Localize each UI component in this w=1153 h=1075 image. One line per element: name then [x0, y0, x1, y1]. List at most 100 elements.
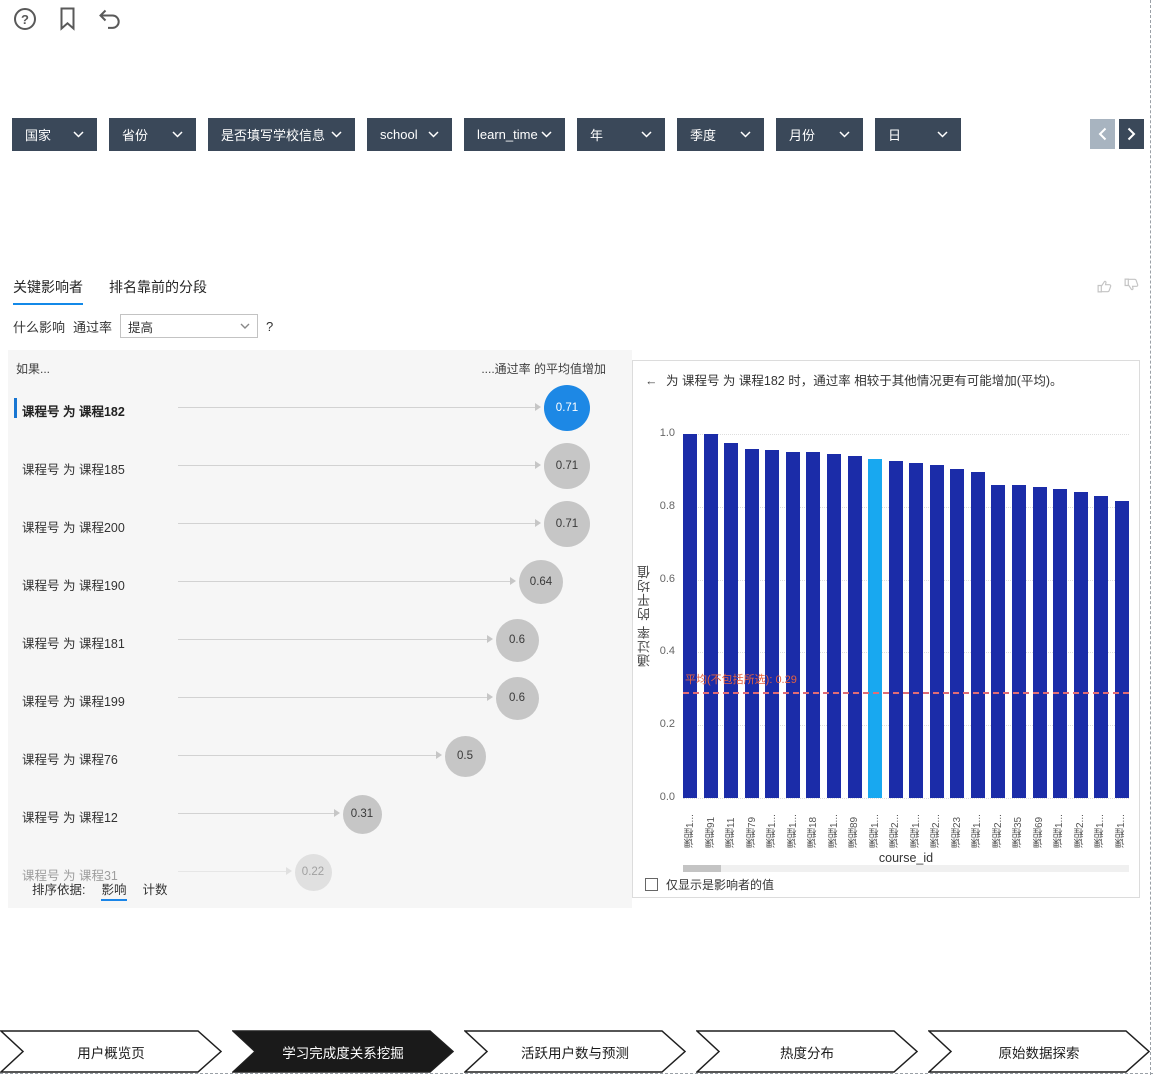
page-edge-dashed-bottom [0, 1073, 1153, 1074]
bar[interactable] [744, 449, 759, 798]
influencer-row[interactable]: 课程号 为 课程200 0.71 [8, 495, 632, 553]
nav-heat-distribution[interactable]: 热度分布 [696, 1030, 918, 1073]
impact-bubble[interactable]: 0.71 [544, 385, 590, 431]
help-icon[interactable]: ? [12, 6, 38, 32]
nav-user-overview[interactable]: 用户概览页 [0, 1030, 222, 1073]
bar[interactable] [826, 454, 841, 798]
gridline [683, 579, 1129, 581]
bar[interactable] [785, 452, 800, 798]
filter-label: 省份 [122, 128, 149, 143]
impact-bubble[interactable]: 0.31 [342, 794, 382, 834]
filter-year[interactable]: 年 [577, 118, 665, 151]
bar[interactable] [724, 443, 739, 798]
x-tick-label: 课程23 [951, 816, 963, 848]
filter-country[interactable]: 国家 [12, 118, 97, 151]
filter-province[interactable]: 省份 [109, 118, 196, 151]
if-header: 如果... [16, 362, 51, 376]
influencer-tabs: 关键影响者 排名靠前的分段 [13, 277, 207, 305]
y-tick-label: 0.8 [659, 499, 675, 512]
bar[interactable] [888, 461, 903, 798]
nav-label: 学习完成度关系挖掘 [282, 1045, 404, 1061]
bar[interactable] [1012, 485, 1026, 798]
bar[interactable] [703, 434, 718, 798]
y-tick-label: 1.0 [659, 427, 675, 439]
scrollbar-thumb[interactable] [683, 865, 721, 872]
impact-bubble[interactable]: 0.22 [294, 853, 332, 891]
nav-learning-completion[interactable]: 学习完成度关系挖掘 [232, 1030, 454, 1073]
filter-school-info[interactable]: 是否填写学校信息 [208, 118, 355, 151]
influencer-row[interactable]: 课程号 为 课程31 0.22 [8, 843, 632, 901]
chart-scrollbar[interactable] [683, 865, 1129, 872]
only-influencers-checkbox[interactable] [645, 878, 658, 891]
x-tick-label: 课程2... [931, 814, 943, 848]
impact-bubble[interactable]: 0.6 [495, 676, 539, 720]
impact-bubble[interactable]: 0.64 [519, 560, 563, 604]
chevron-down-icon [73, 131, 84, 138]
y-tick-label: 0.4 [659, 645, 675, 658]
nav-raw-data[interactable]: 原始数据探索 [928, 1030, 1150, 1073]
nav-active-users[interactable]: 活跃用户数与预测 [464, 1030, 686, 1073]
bar[interactable] [1032, 487, 1047, 798]
bar[interactable] [847, 456, 862, 798]
influencer-row[interactable]: 课程号 为 课程199 0.6 [8, 669, 632, 727]
x-tick-label: 课程18 [808, 816, 820, 848]
chevron-down-icon [937, 131, 948, 138]
bar-selected[interactable] [868, 459, 883, 798]
bar[interactable] [806, 452, 821, 798]
bar[interactable] [1114, 501, 1129, 798]
bar[interactable] [970, 472, 985, 798]
x-tick-label: 课程1... [828, 814, 840, 848]
bookmark-icon[interactable] [54, 6, 80, 32]
direction-dropdown[interactable]: 提高 [120, 314, 259, 338]
influencer-row[interactable]: 课程号 为 课程181 0.6 [8, 611, 632, 669]
influencer-row[interactable]: 课程号 为 课程185 0.71 [8, 437, 632, 495]
thumbs-up-icon[interactable] [1096, 277, 1113, 294]
back-arrow-icon[interactable]: ← [645, 374, 658, 388]
filter-school[interactable]: school [367, 118, 452, 151]
impact-bubble[interactable]: 0.71 [544, 443, 590, 489]
sort-by-impact[interactable]: 影响 [101, 879, 127, 901]
row-connector-line [178, 465, 535, 466]
bar[interactable] [1073, 492, 1088, 798]
pager-prev-button[interactable] [1090, 119, 1115, 149]
influencer-row[interactable]: 课程号 为 课程190 0.64 [8, 553, 632, 611]
x-tick-label: 课程1... [1054, 814, 1066, 848]
influencer-row[interactable]: 课程号 为 课程12 0.31 [8, 785, 632, 843]
y-tick-label: 0.2 [659, 718, 675, 731]
arrowhead-icon [535, 519, 541, 527]
chevron-down-icon [331, 131, 342, 138]
undo-icon[interactable] [96, 6, 122, 32]
impact-bubble[interactable]: 0.6 [495, 618, 539, 662]
sort-by-count[interactable]: 计数 [142, 883, 168, 897]
thumbs-down-icon[interactable] [1123, 277, 1140, 294]
filter-label: 日 [888, 128, 902, 143]
tab-key-influencers[interactable]: 关键影响者 [13, 277, 83, 305]
impact-bubble[interactable]: 0.5 [444, 735, 486, 777]
bar[interactable] [950, 469, 965, 798]
x-tick-label: 课程91 [705, 816, 717, 848]
x-tick-label: 课程2... [992, 814, 1004, 848]
x-tick-label: 课程1... [910, 814, 922, 848]
row-label: 课程号 为 课程190 [22, 579, 125, 593]
filter-month[interactable]: 月份 [776, 118, 863, 151]
bar[interactable] [991, 485, 1006, 798]
impact-bubble[interactable]: 0.71 [544, 501, 590, 547]
x-axis-labels: 课程1... 课程91 课程11 课程79 课程1... 课程1... 课程18 课程1...… [683, 802, 1129, 849]
influencer-row[interactable]: 课程号 为 课程182 0.71 [8, 379, 632, 437]
pager-next-button[interactable] [1119, 119, 1144, 149]
bar[interactable] [929, 465, 944, 798]
filter-quarter[interactable]: 季度 [677, 118, 764, 151]
arrowhead-icon [535, 461, 541, 469]
filter-label: 季度 [690, 128, 717, 143]
row-connector-line [178, 697, 487, 698]
bar[interactable] [1053, 489, 1068, 798]
average-line [683, 692, 1129, 694]
bar[interactable] [765, 450, 780, 798]
filter-learn-time[interactable]: learn_time [464, 118, 565, 151]
filter-day[interactable]: 日 [875, 118, 961, 151]
influencer-row[interactable]: 课程号 为 课程76 0.5 [8, 727, 632, 785]
bar[interactable] [1094, 496, 1109, 798]
bar[interactable] [683, 434, 697, 798]
bar[interactable] [909, 463, 924, 798]
tab-top-segments[interactable]: 排名靠前的分段 [109, 279, 207, 295]
